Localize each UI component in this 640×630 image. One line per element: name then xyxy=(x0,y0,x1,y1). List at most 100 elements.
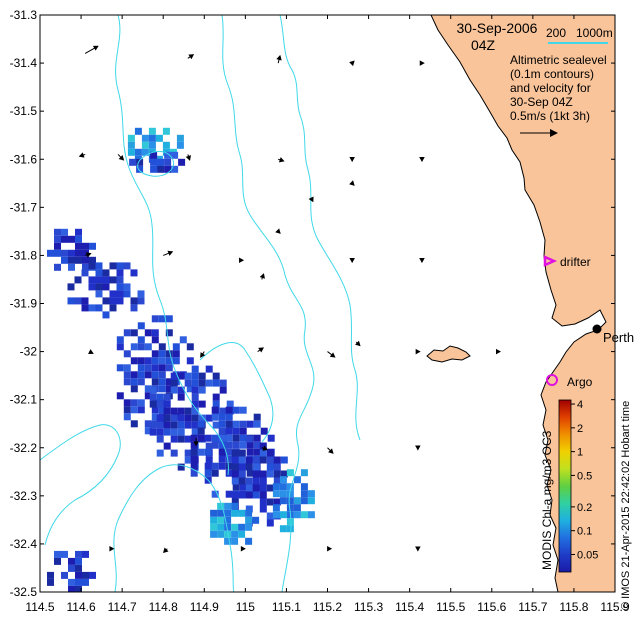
chl-pixel xyxy=(150,165,158,173)
chl-pixel xyxy=(217,523,225,531)
chl-pixel xyxy=(210,523,218,531)
chl-pixel xyxy=(178,158,186,166)
chl-pixel xyxy=(286,518,294,526)
chl-pixel xyxy=(151,371,159,379)
chl-pixel xyxy=(75,571,82,579)
velocity-vector-head xyxy=(262,445,269,451)
y-tick-label: -31.4 xyxy=(10,56,38,70)
chl-pixel xyxy=(75,235,82,243)
chl-pixel xyxy=(157,158,165,166)
chl-pixel xyxy=(218,427,226,435)
y-tick-label: -31.5 xyxy=(10,104,38,118)
chl-pixel xyxy=(225,469,233,477)
chl-pixel xyxy=(144,343,152,351)
velocity-vector-head xyxy=(109,545,115,552)
chl-pixel xyxy=(163,393,171,401)
chl-pixel xyxy=(212,393,220,401)
velocity-vector-head xyxy=(185,155,192,161)
chl-pixel xyxy=(176,134,184,142)
velocity-scale-arrow xyxy=(520,129,558,137)
velocity-vector-head xyxy=(118,155,125,161)
chl-pixel xyxy=(137,378,145,386)
chl-pixel xyxy=(211,462,219,470)
chl-pixel xyxy=(205,414,213,422)
chl-pixel xyxy=(158,385,166,393)
chl-pixel xyxy=(190,441,198,449)
chl-pixel xyxy=(279,476,287,484)
y-tick-label: -32.1 xyxy=(10,393,38,407)
velocity-vector-head xyxy=(495,348,502,355)
x-tick-label: 115.8 xyxy=(559,600,588,614)
chl-pixel xyxy=(273,470,281,478)
place-argo: Argo xyxy=(546,374,593,389)
chl-pixel xyxy=(156,449,164,457)
chl-pixel xyxy=(307,511,315,519)
chl-pixel xyxy=(81,304,89,312)
chl-pixel xyxy=(137,371,145,379)
chl-pixel xyxy=(204,434,212,442)
chl-pixel xyxy=(54,242,61,250)
chl-pixel xyxy=(225,427,233,435)
chl-pixel xyxy=(165,378,173,386)
chl-pixel xyxy=(137,364,145,372)
chl-pixel xyxy=(232,434,240,442)
chl-pixel xyxy=(137,399,145,407)
chl-pixel xyxy=(239,427,247,435)
chl-pixel xyxy=(219,379,227,387)
contour-mid xyxy=(199,342,274,443)
chl-pixel xyxy=(225,455,233,463)
chl-pixel xyxy=(231,530,239,538)
chl-pixel xyxy=(191,393,199,401)
chl-pixel xyxy=(141,134,149,142)
chl-pixel xyxy=(170,435,178,443)
chl-pixel xyxy=(231,509,239,517)
chl-pixel xyxy=(259,442,267,450)
chl-pixel xyxy=(212,400,220,408)
chl-pixel xyxy=(225,434,233,442)
chl-pixel xyxy=(149,428,157,436)
chl-pixel xyxy=(224,537,232,545)
chl-pixel xyxy=(163,428,171,436)
chl-pixel xyxy=(212,379,220,387)
chl-pixel xyxy=(184,407,192,415)
chl-pixel xyxy=(300,490,308,498)
velocity-vector-head xyxy=(85,252,92,258)
chl-pixel xyxy=(177,421,185,429)
chl-pixel xyxy=(137,297,145,305)
chl-pixel xyxy=(75,242,82,250)
chl-pixel xyxy=(198,414,206,422)
chl-pixel xyxy=(54,550,61,558)
colorbar-tick-label: 4 xyxy=(577,399,583,411)
chl-pixel xyxy=(61,228,68,236)
bathy-legend-200: 200 xyxy=(546,26,566,40)
chl-pixel xyxy=(81,269,89,277)
chl-pixel xyxy=(246,420,254,428)
y-tick-label: -32.5 xyxy=(10,585,38,599)
velocity-vector-head xyxy=(92,45,99,51)
colorbar-tick-label: 0.1 xyxy=(577,526,592,538)
chl-pixel xyxy=(252,477,260,485)
chl-pixel xyxy=(123,350,131,358)
chl-pixel xyxy=(212,372,220,380)
x-tick-label: 115.9 xyxy=(600,600,629,614)
chl-pixel xyxy=(127,148,135,156)
chl-pixel xyxy=(163,414,171,422)
chl-pixel xyxy=(225,406,233,414)
velocity-vector-head xyxy=(259,273,265,279)
chl-pixel xyxy=(286,483,294,491)
chl-pixel xyxy=(68,263,75,271)
chl-pixel xyxy=(123,406,131,414)
chl-pixel xyxy=(253,420,261,428)
chl-pixel xyxy=(54,249,61,257)
chl-pixel xyxy=(82,242,89,250)
chl-pixel xyxy=(191,428,199,436)
chl-pixel xyxy=(102,311,110,319)
chl-pixel xyxy=(68,235,75,243)
chl-pixel xyxy=(218,448,226,456)
chl-pixel xyxy=(75,557,82,565)
chl-pixel xyxy=(144,371,152,379)
chl-pixel xyxy=(177,414,185,422)
chl-pixel xyxy=(102,269,110,277)
chl-pixel xyxy=(116,364,124,372)
chl-pixel xyxy=(300,483,308,491)
